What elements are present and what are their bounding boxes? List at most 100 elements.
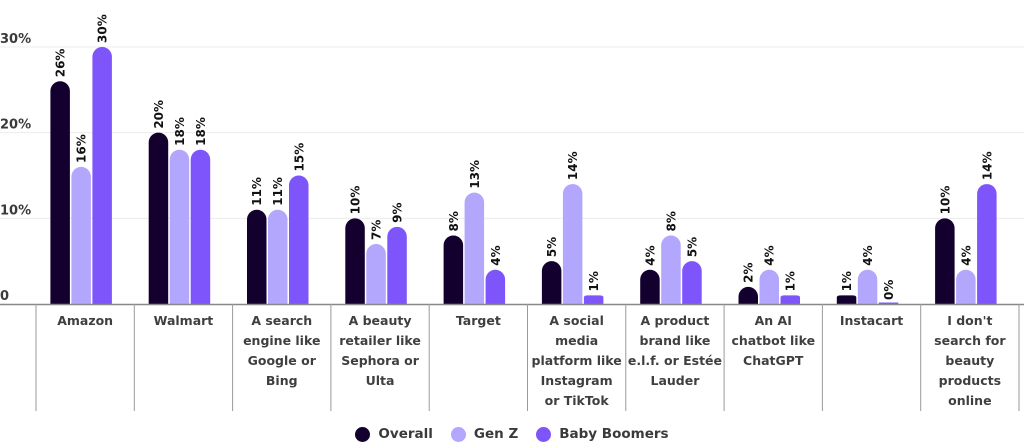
value-label-overall-amazon: 26%: [54, 49, 68, 78]
value-label-baby-boomers-instacart: 0%: [882, 280, 896, 300]
bar-gen-z-i-don-t-search-for-beauty-products-online: [956, 269, 976, 304]
bar-overall-a-search-engine-like-google-or-bing: [247, 209, 267, 304]
value-label-overall-a-search-engine-like-google-or-bing: 11%: [250, 177, 264, 206]
bar-overall-instacart: [836, 295, 857, 304]
bar-gen-z-instacart: [857, 269, 878, 304]
bar-gen-z-a-search-engine-like-google-or-bing: [268, 209, 288, 304]
y-tick-label-30: 30%: [0, 32, 31, 47]
category-label: retailer like: [339, 333, 421, 348]
bar-baby-boomers-walmart: [190, 149, 211, 304]
category-label: Bing: [266, 373, 298, 388]
category-label: Instagram: [541, 373, 613, 388]
bar-baby-boomers-target: [485, 269, 506, 304]
bar-baby-boomers-a-product-brand-like-e-l-f-or-est-e-lauder: [682, 261, 702, 304]
legend: Overall Gen Z Baby Boomers: [0, 426, 1024, 442]
value-label-overall-walmart: 20%: [152, 100, 166, 129]
category-label: Google or: [248, 353, 317, 368]
legend-item-baby-boomers: Baby Boomers: [536, 426, 669, 442]
value-label-gen-z-a-product-brand-like-e-l-f-or-est-e-lauder: 8%: [664, 211, 678, 231]
legend-item-overall: Overall: [355, 426, 433, 442]
value-label-overall-a-beauty-retailer-like-sephora-or-ulta: 10%: [349, 186, 363, 215]
bar-baby-boomers-a-search-engine-like-google-or-bing: [289, 175, 309, 304]
legend-item-gen-z: Gen Z: [450, 426, 519, 442]
legend-label-baby-boomers: Baby Boomers: [559, 426, 669, 442]
value-label-overall-an-ai-chatbot-like-chatgpt: 2%: [742, 262, 756, 282]
value-label-overall-a-social-media-platform-like-instagram-or-tiktok: 5%: [545, 237, 559, 257]
value-label-baby-boomers-a-social-media-platform-like-instagram-or-tiktok: 1%: [587, 271, 601, 291]
category-label: platform like: [532, 353, 622, 368]
category-label: A product: [640, 313, 709, 328]
value-label-baby-boomers-walmart: 18%: [194, 117, 208, 146]
bar-overall-a-social-media-platform-like-instagram-or-tiktok: [541, 261, 562, 304]
bar-baby-boomers-i-don-t-search-for-beauty-products-online: [977, 184, 997, 304]
value-label-gen-z-a-beauty-retailer-like-sephora-or-ulta: 7%: [370, 220, 384, 240]
bar-gen-z-a-beauty-retailer-like-sephora-or-ulta: [366, 244, 386, 304]
bar-gen-z-walmart: [169, 149, 190, 304]
value-label-baby-boomers-a-product-brand-like-e-l-f-or-est-e-lauder: 5%: [685, 237, 699, 257]
value-label-gen-z-amazon: 16%: [75, 134, 89, 163]
value-label-baby-boomers-an-ai-chatbot-like-chatgpt: 1%: [784, 271, 798, 291]
category-label: Target: [456, 313, 501, 328]
category-labels: Amazon Walmart A search engine like Google o…: [57, 313, 1006, 408]
grouped-bar-chart: 0 10% 20% 30% 26% 16% 30% 20% 18% 18% 11% 11% 15% 10…: [0, 14, 1024, 411]
value-label-gen-z-a-search-engine-like-google-or-bing: 11%: [271, 177, 285, 206]
category-label: online: [948, 393, 991, 408]
category-label: Instacart: [840, 313, 903, 328]
legend-label-gen-z: Gen Z: [473, 426, 519, 442]
bar-gen-z-an-ai-chatbot-like-chatgpt: [759, 269, 779, 304]
bar-gen-z-amazon: [71, 166, 91, 304]
category-label: ChatGPT: [743, 353, 804, 368]
category-label: Sephora or: [341, 353, 419, 368]
category-label: An AI: [755, 313, 792, 328]
value-label-baby-boomers-amazon: 30%: [96, 14, 110, 43]
value-label-overall-a-product-brand-like-e-l-f-or-est-e-lauder: 4%: [643, 245, 657, 265]
legend-label-overall: Overall: [378, 426, 433, 442]
legend-swatch-baby-boomers: [536, 426, 552, 442]
bar-overall-amazon: [50, 81, 70, 305]
bar-baby-boomers-a-beauty-retailer-like-sephora-or-ulta: [387, 226, 407, 304]
bars: [50, 47, 997, 305]
category-label: brand like: [640, 333, 711, 348]
category-label: search for: [934, 333, 1006, 348]
category-label: e.l.f. or Estée: [628, 353, 722, 368]
value-label-gen-z-target: 13%: [468, 160, 482, 189]
category-label: Ulta: [366, 373, 395, 388]
category-label: Lauder: [651, 373, 701, 388]
bar-overall-an-ai-chatbot-like-chatgpt: [738, 286, 758, 304]
bar-baby-boomers-a-social-media-platform-like-instagram-or-tiktok: [583, 295, 604, 304]
value-label-overall-target: 8%: [447, 211, 461, 231]
bar-baby-boomers-instacart: [878, 302, 899, 304]
value-label-gen-z-i-don-t-search-for-beauty-products-online: 4%: [959, 245, 973, 265]
category-label: engine like: [243, 333, 320, 348]
x-axis: [0, 303, 1024, 411]
value-label-baby-boomers-a-search-engine-like-google-or-bing: 15%: [292, 143, 306, 172]
bar-baby-boomers-an-ai-chatbot-like-chatgpt: [780, 295, 800, 304]
legend-swatch-overall: [355, 426, 371, 442]
y-tick-label-10: 10%: [0, 203, 31, 218]
legend-swatch-gen-z: [450, 426, 466, 442]
value-label-overall-instacart: 1%: [840, 271, 854, 291]
bar-overall-a-beauty-retailer-like-sephora-or-ulta: [345, 218, 365, 304]
value-label-baby-boomers-i-don-t-search-for-beauty-products-online: 14%: [980, 151, 994, 180]
category-label: A beauty: [349, 313, 412, 328]
bar-overall-target: [443, 235, 464, 304]
bar-overall-walmart: [148, 132, 169, 304]
category-label: media: [555, 333, 598, 348]
bar-gen-z-a-product-brand-like-e-l-f-or-est-e-lauder: [661, 235, 681, 304]
value-label-gen-z-walmart: 18%: [173, 117, 187, 146]
category-label: or TikTok: [545, 393, 610, 408]
y-axis-ticks: 0 10% 20% 30%: [0, 32, 31, 304]
category-label: products: [939, 373, 1001, 388]
bar-gen-z-target: [464, 192, 485, 304]
category-label: beauty: [945, 353, 994, 368]
y-tick-label-0: 0: [0, 289, 9, 304]
category-label: A social: [549, 313, 603, 328]
bar-baby-boomers-amazon: [92, 47, 112, 304]
value-label-baby-boomers-target: 4%: [489, 245, 503, 265]
value-label-gen-z-a-social-media-platform-like-instagram-or-tiktok: 14%: [566, 151, 580, 180]
category-label: Walmart: [154, 313, 214, 328]
value-label-gen-z-instacart: 4%: [861, 245, 875, 265]
category-label: chatbot like: [731, 333, 815, 348]
category-label: I don't: [947, 313, 992, 328]
category-label: Amazon: [57, 313, 113, 328]
